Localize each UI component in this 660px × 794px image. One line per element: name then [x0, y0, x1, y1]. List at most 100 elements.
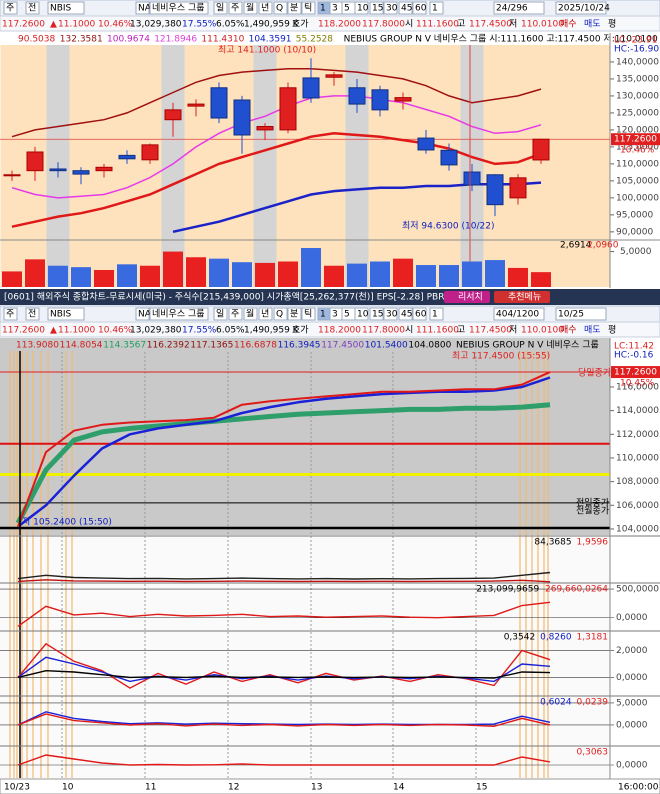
toolbar-button[interactable]	[301, 1, 316, 15]
toolbar-button[interactable]	[3, 1, 18, 15]
toolbar-button[interactable]	[287, 1, 302, 15]
toolbar-button[interactable]	[273, 307, 288, 321]
button[interactable]	[444, 291, 490, 303]
toolbar-item[interactable]: 30	[386, 4, 398, 14]
toolbar-button[interactable]	[398, 307, 413, 321]
toolbar-button[interactable]	[149, 1, 209, 15]
toolbar-item[interactable]: 30	[386, 310, 398, 320]
toolbar-item[interactable]: 15	[372, 310, 383, 320]
toolbar-button[interactable]	[354, 307, 369, 321]
toolbar-item[interactable]: 5	[344, 310, 350, 320]
toolbar-item[interactable]: 주	[231, 3, 239, 14]
toolbar-item[interactable]: 일	[216, 3, 224, 14]
toolbar-button[interactable]	[243, 1, 258, 15]
toolbar-item[interactable]: 10	[357, 4, 369, 14]
indicator-value: 0,3542	[504, 633, 536, 643]
toolbar-button[interactable]	[213, 307, 228, 321]
toolbar-item[interactable]: 45	[401, 310, 412, 320]
toolbar-item[interactable]: 60	[415, 4, 427, 14]
toolbar-button[interactable]	[149, 307, 209, 321]
toolbar-button[interactable]	[287, 307, 302, 321]
toolbar-button[interactable]	[354, 1, 369, 15]
toolbar-button[interactable]	[135, 1, 150, 15]
toolbar-button[interactable]	[412, 1, 427, 15]
toolbar-item[interactable]: NBIS	[50, 310, 72, 320]
toolbar-button[interactable]	[213, 1, 228, 15]
toolbar-item[interactable]: 주	[6, 309, 14, 320]
toolbar-button[interactable]	[429, 307, 444, 321]
toolbar-item[interactable]: 1	[432, 310, 438, 320]
toolbar-item[interactable]: 15	[372, 4, 383, 14]
toolbar-item[interactable]: 주	[6, 3, 14, 14]
toolbar-item[interactable]: 3	[332, 310, 338, 320]
toolbar-button[interactable]	[135, 307, 150, 321]
toolbar-item[interactable]: 10/25	[558, 310, 584, 320]
toolbar-item[interactable]: 3	[332, 4, 338, 14]
x-tick-label: 10/23	[4, 783, 30, 793]
toolbar-item[interactable]: 24/296	[496, 4, 528, 14]
toolbar-item[interactable]: 틱	[304, 2, 312, 14]
toolbar-button[interactable]	[47, 307, 85, 321]
toolbar-button[interactable]	[25, 307, 40, 321]
toolbar-item[interactable]: Q	[276, 4, 283, 14]
toolbar-item[interactable]: 월	[246, 2, 254, 14]
toolbar-button[interactable]	[493, 1, 545, 15]
toolbar-button[interactable]	[555, 307, 607, 321]
toolbar-button[interactable]	[369, 307, 384, 321]
button-label[interactable]: 추천메뉴	[508, 292, 541, 303]
toolbar-item[interactable]: NBIS	[50, 4, 72, 14]
legend-value: 100.9674	[107, 35, 150, 45]
toolbar-item[interactable]: 틱	[304, 308, 312, 320]
button-label[interactable]: 리서치	[458, 291, 483, 303]
toolbar-item[interactable]: NA	[138, 4, 152, 14]
y-tick-label: 130,0000	[616, 91, 659, 101]
toolbar-item[interactable]: 45	[401, 4, 412, 14]
toolbar-item[interactable]: 전	[28, 309, 36, 320]
toolbar-button[interactable]	[412, 307, 427, 321]
toolbar-button[interactable]	[383, 1, 398, 15]
toolbar-button[interactable]	[258, 1, 273, 15]
toolbar-button[interactable]	[429, 1, 444, 15]
toolbar-button[interactable]	[383, 307, 398, 321]
toolbar-item[interactable]: 분	[290, 309, 298, 320]
toolbar-button[interactable]	[243, 307, 258, 321]
toolbar-item[interactable]: 1	[432, 4, 438, 14]
toolbar-button[interactable]	[555, 1, 607, 15]
toolbar-button[interactable]	[25, 1, 40, 15]
toolbar-button[interactable]	[273, 1, 288, 15]
toolbar-item[interactable]: 60	[415, 310, 427, 320]
toolbar-button[interactable]	[398, 1, 413, 15]
price-box	[611, 366, 660, 379]
toolbar-item[interactable]: Q	[276, 310, 283, 320]
toolbar-item[interactable]: 전	[28, 3, 36, 14]
toolbar-item[interactable]: 일	[216, 309, 224, 320]
toolbar-item[interactable]: NA	[138, 310, 152, 320]
toolbar-button[interactable]	[228, 1, 243, 15]
indicator-line	[17, 579, 551, 583]
quote-item: 111.1600	[416, 20, 459, 30]
toolbar-item[interactable]: 분	[290, 3, 298, 14]
toolbar-item[interactable]: 404/1200	[496, 310, 539, 320]
toolbar-button[interactable]	[47, 1, 85, 15]
toolbar-item[interactable]: 주	[231, 309, 239, 320]
toolbar-item[interactable]: 네비우스 그룹	[152, 309, 205, 320]
toolbar-button[interactable]	[258, 307, 273, 321]
toolbar-item[interactable]: 1	[320, 4, 326, 14]
toolbar-item[interactable]: 년	[261, 309, 269, 320]
toolbar-button[interactable]	[493, 307, 545, 321]
toolbar-button[interactable]	[301, 307, 316, 321]
toolbar-item[interactable]: 5	[344, 4, 350, 14]
quote-item: 117.2600	[2, 326, 45, 336]
toolbar-item[interactable]: 10	[357, 310, 369, 320]
toolbar-item[interactable]: 네비우스 그룹	[152, 3, 205, 14]
toolbar-item[interactable]: 1	[320, 310, 326, 320]
y-tick-label: 116,0000	[616, 382, 659, 392]
toolbar-item[interactable]: 2025/10/24	[558, 4, 610, 14]
toolbar-button[interactable]	[369, 1, 384, 15]
toolbar-item[interactable]: 년	[261, 3, 269, 14]
toolbar-button[interactable]	[3, 307, 18, 321]
stock-info: NEBIUS GROUP N V 네비우스 그룹	[456, 340, 599, 351]
toolbar-button[interactable]	[228, 307, 243, 321]
toolbar-item[interactable]: 월	[246, 308, 254, 320]
button[interactable]	[494, 291, 550, 303]
